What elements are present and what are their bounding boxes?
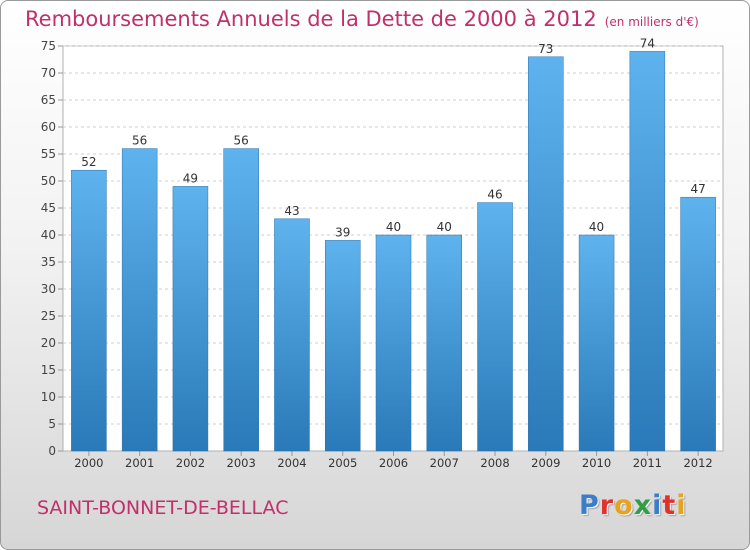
bar-value-label: 40 (589, 220, 604, 234)
logo-letter: P (579, 490, 600, 521)
bars (71, 51, 716, 452)
x-axis: 2000 2001 2002 2003 2004 2005 2006 2007 2008 2009… (74, 451, 713, 470)
y-tick-label: 15 (41, 363, 56, 377)
x-tick-label: 2003 (227, 456, 256, 470)
bar (324, 240, 361, 452)
bar (426, 234, 463, 452)
bar-value-label: 52 (81, 155, 96, 169)
x-tick-label: 2010 (582, 456, 611, 470)
y-tick-label: 65 (41, 93, 56, 107)
y-tick-label: 30 (41, 282, 56, 296)
x-tick-label: 2011 (633, 456, 662, 470)
logo-letter: x (633, 490, 653, 521)
y-tick-label: 20 (41, 336, 56, 350)
y-tick-label: 5 (48, 417, 56, 431)
logo-letter: o (614, 490, 634, 521)
y-tick-label: 35 (41, 255, 56, 269)
commune-name: SAINT-BONNET-DE-BELLAC (37, 497, 289, 519)
x-tick-label: 2012 (683, 456, 712, 470)
logo-letter: t (662, 490, 677, 521)
bar (223, 148, 259, 452)
bar-value-label: 43 (284, 204, 299, 218)
bar-value-label: 47 (690, 182, 705, 196)
chart-title: Remboursements Annuels de la Dette de 20… (25, 7, 699, 31)
data-labels: 52 56 49 56 43 39 40 40 46 73 40 74 47 (81, 36, 706, 239)
y-tick-label: 50 (41, 174, 56, 188)
y-tick-label: 75 (41, 39, 56, 53)
logo-letter: i (676, 490, 687, 521)
chart-title-text: Remboursements Annuels de la Dette de 20… (25, 7, 597, 31)
y-axis: 0 5 10 15 20 25 30 35 40 45 50 55 60 65 70 75 (41, 39, 63, 458)
bar-value-label: 40 (437, 220, 452, 234)
x-tick-label: 2002 (176, 456, 205, 470)
chart-subtitle: (en milliers d'€) (604, 15, 699, 29)
proxiti-logo: Proxiti (579, 490, 687, 521)
y-tick-label: 60 (41, 120, 56, 134)
x-tick-label: 2004 (277, 456, 306, 470)
bar-value-label: 39 (335, 225, 350, 239)
y-tick-label: 70 (41, 66, 56, 80)
bar-value-label: 46 (487, 188, 502, 202)
bar (172, 186, 209, 452)
bar (680, 196, 716, 452)
y-tick-label: 0 (48, 444, 56, 458)
bar (528, 56, 564, 452)
x-tick-label: 2000 (74, 456, 103, 470)
bar (274, 218, 310, 452)
bar (375, 234, 412, 452)
y-tick-label: 25 (41, 309, 56, 323)
logo-letter: r (599, 490, 615, 521)
x-tick-label: 2007 (430, 456, 459, 470)
logo-letter: i (652, 490, 663, 521)
bar (477, 202, 513, 452)
x-tick-label: 2006 (379, 456, 408, 470)
bar-value-label: 56 (132, 134, 147, 148)
y-tick-label: 40 (41, 228, 56, 242)
x-tick-label: 2009 (531, 456, 560, 470)
x-tick-label: 2005 (328, 456, 357, 470)
bar (71, 169, 107, 452)
y-tick-label: 55 (41, 147, 56, 161)
bar-value-label: 49 (183, 171, 198, 185)
x-tick-label: 2001 (125, 456, 154, 470)
bar-value-label: 40 (386, 220, 401, 234)
bar-value-label: 56 (234, 134, 249, 148)
bar-value-label: 74 (640, 36, 655, 50)
bar (121, 148, 158, 452)
y-tick-label: 45 (41, 201, 56, 215)
bar (629, 51, 666, 452)
bar (578, 234, 615, 452)
x-tick-label: 2008 (480, 456, 509, 470)
bar-value-label: 73 (538, 42, 553, 56)
y-tick-label: 10 (41, 390, 56, 404)
